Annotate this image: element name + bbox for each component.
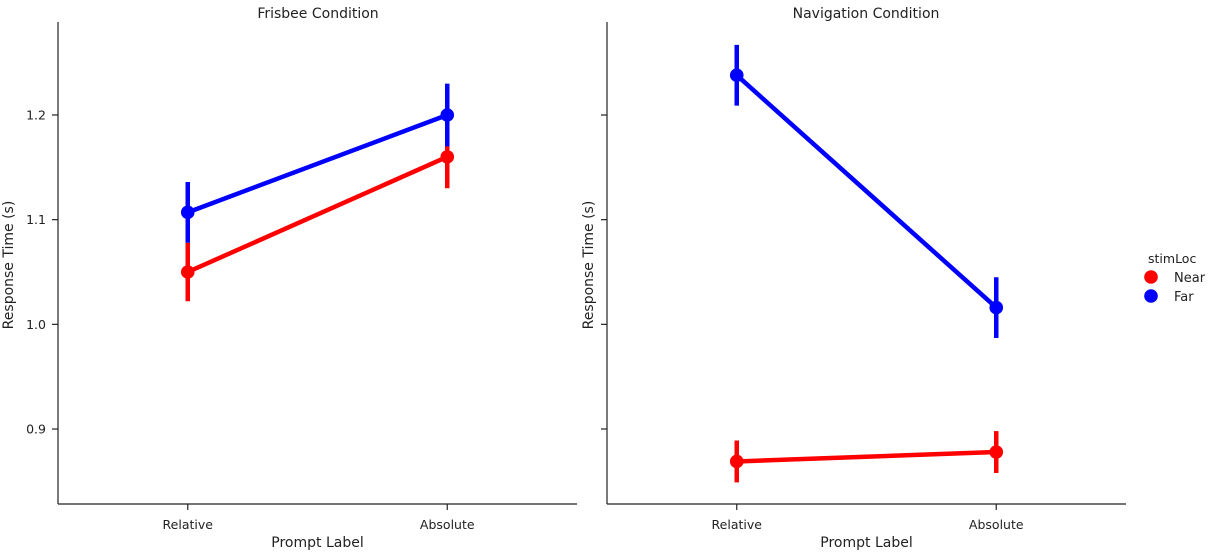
series-line	[186, 154, 449, 275]
y-axis-label: Response Time (s)	[1, 201, 17, 330]
data-point	[729, 454, 744, 469]
y-tick-label: 1.2	[26, 108, 46, 123]
x-axis-label: Prompt Label	[271, 535, 363, 551]
x-axis-label: Prompt Label	[820, 535, 912, 551]
series-line	[735, 73, 998, 310]
series-line	[186, 112, 449, 215]
legend: stimLoc Near Far	[1144, 251, 1206, 305]
legend-label: Far	[1174, 290, 1194, 305]
panel-2: Navigation Condition Relative Absolute Prom…	[581, 6, 1126, 551]
legend-label: Near	[1174, 271, 1206, 286]
y-axis-label: Response Time (s)	[581, 201, 597, 330]
panel-1: Frisbee Condition 0.9 1.0 1.1 1.2 Relative Abs…	[1, 6, 577, 551]
x-tick-label: Relative	[163, 517, 214, 532]
data-point	[180, 265, 195, 279]
legend-marker	[1144, 270, 1158, 284]
series-far	[180, 83, 455, 243]
x-tick-label: Relative	[712, 517, 763, 532]
data-point	[440, 108, 455, 122]
y-tick-label: 0.9	[26, 422, 46, 437]
series-line	[736, 449, 997, 464]
data-point	[440, 150, 455, 164]
legend-marker	[1144, 289, 1158, 303]
panel-title: Frisbee Condition	[257, 6, 378, 22]
series-near	[729, 431, 1004, 483]
data-point	[180, 205, 195, 220]
panel-title: Navigation Condition	[793, 6, 940, 22]
legend-title: stimLoc	[1148, 251, 1196, 266]
x-tick-label: Absolute	[420, 517, 475, 532]
series-near	[180, 125, 455, 302]
data-point	[989, 445, 1004, 459]
data-point	[729, 68, 744, 83]
x-tick-label: Absolute	[969, 517, 1024, 532]
y-tick-label: 1.0	[26, 317, 46, 332]
series-far	[729, 44, 1004, 338]
data-point	[989, 300, 1004, 315]
y-tick-label: 1.1	[26, 212, 46, 227]
